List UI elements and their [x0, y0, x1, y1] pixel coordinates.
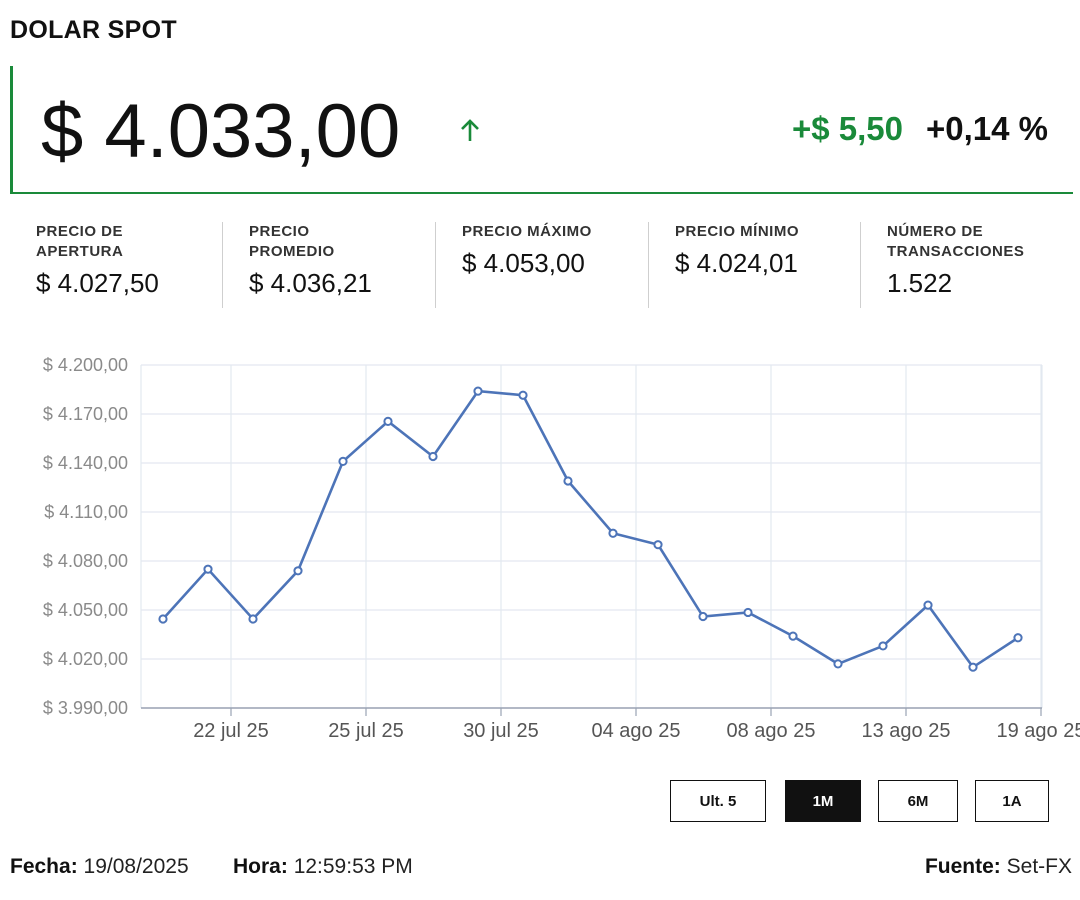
data-point — [608, 528, 618, 538]
stat-value: $ 4.027,50 — [36, 268, 159, 298]
current-price: $ 4.033,00 — [41, 89, 401, 174]
data-point — [158, 614, 168, 624]
source-value: Set-FX — [1006, 855, 1072, 878]
data-point — [923, 600, 933, 610]
x-tick-label: 04 ago 25 — [592, 720, 681, 742]
stat-average: PRECIO PROMEDIO $ 4.036,21 — [222, 222, 435, 308]
range-button-1m[interactable]: 1M — [785, 780, 861, 822]
x-tick-label: 30 jul 25 — [463, 720, 539, 742]
y-tick-label: $ 4.200,00 — [43, 355, 128, 375]
footer-time: Hora: 12:59:53 PM — [233, 855, 413, 879]
up-arrow-icon — [461, 119, 479, 141]
date-label: Fecha: — [10, 855, 78, 878]
stat-label: PRECIO MÁXIMO — [462, 223, 592, 240]
date-value: 19/08/2025 — [83, 855, 189, 878]
stat-max: PRECIO MÁXIMO $ 4.053,00 — [435, 222, 648, 308]
stat-label: PRECIO PROMEDIO — [249, 223, 335, 260]
data-point — [473, 386, 483, 396]
stat-value: 1.522 — [887, 268, 953, 298]
y-tick-label: $ 4.020,00 — [43, 649, 128, 669]
time-value: 12:59:53 PM — [293, 855, 413, 878]
x-tick-label: 08 ago 25 — [727, 720, 816, 742]
y-tick-label: $ 4.170,00 — [43, 404, 128, 424]
stat-transactions: NÚMERO DE TRANSACCIONES 1.522 — [860, 222, 1073, 308]
stat-min: PRECIO MÍNIMO $ 4.024,01 — [648, 222, 860, 308]
data-point — [248, 614, 258, 624]
source-label: Fuente: — [924, 855, 1001, 878]
data-point — [653, 540, 663, 550]
stats-row: PRECIO DE APERTURA $ 4.027,50 PRECIO PRO… — [10, 222, 1073, 308]
data-point — [788, 631, 798, 641]
data-point — [698, 611, 708, 622]
data-point — [743, 607, 753, 618]
price-change-percent: +0,14 % — [925, 110, 1048, 147]
range-button-6m[interactable]: 6M — [878, 780, 958, 822]
series-line — [162, 389, 1019, 669]
y-tick-label: $ 3.990,00 — [43, 698, 128, 718]
stat-value: $ 4.036,21 — [249, 268, 372, 298]
data-point — [383, 416, 393, 426]
y-tick-label: $ 4.110,00 — [44, 502, 128, 522]
y-tick-label: $ 4.080,00 — [43, 551, 128, 571]
data-point — [968, 662, 978, 672]
x-tick-label: 13 ago 25 — [862, 720, 951, 742]
page-title: DOLAR SPOT — [10, 16, 177, 44]
footer-source: Fuente: Set-FX — [925, 855, 1072, 879]
data-point — [878, 641, 888, 651]
range-button-1a[interactable]: 1A — [975, 780, 1049, 822]
x-tick-label: 22 jul 25 — [193, 720, 269, 742]
data-point — [1013, 633, 1023, 643]
y-tick-label: $ 4.140,00 — [43, 453, 128, 473]
x-tick-label: 25 jul 25 — [328, 720, 404, 742]
stat-label: NÚMERO DE TRANSACCIONES — [887, 223, 1025, 260]
range-button-ult5[interactable]: Ult. 5 — [670, 780, 766, 822]
y-tick-label: $ 4.050,00 — [43, 600, 128, 620]
data-point — [293, 566, 303, 576]
data-point — [833, 659, 843, 669]
price-line-chart: $ 3.990,00 $ 4.020,00 $ 4.050,00 $ 4.080,00… — [43, 355, 1080, 742]
stat-value: $ 4.053,00 — [462, 248, 585, 278]
x-tick-label: 19 ago 25 — [997, 720, 1080, 742]
price-panel: $ 4.033,00 +$ 5,50 +0,14 % — [10, 66, 1073, 194]
data-point — [338, 456, 348, 466]
data-point — [203, 564, 213, 574]
data-point — [563, 476, 573, 486]
time-label: Hora: — [233, 855, 288, 878]
stat-opening: PRECIO DE APERTURA $ 4.027,50 — [10, 222, 222, 308]
data-point — [518, 390, 528, 400]
footer-date: Fecha: 19/08/2025 — [10, 855, 189, 879]
stat-value: $ 4.024,01 — [675, 248, 798, 278]
data-point — [428, 451, 438, 462]
stat-label: PRECIO MÍNIMO — [675, 223, 800, 240]
stat-label: PRECIO DE APERTURA — [36, 223, 124, 260]
price-change-absolute: +$ 5,50 — [791, 110, 903, 147]
